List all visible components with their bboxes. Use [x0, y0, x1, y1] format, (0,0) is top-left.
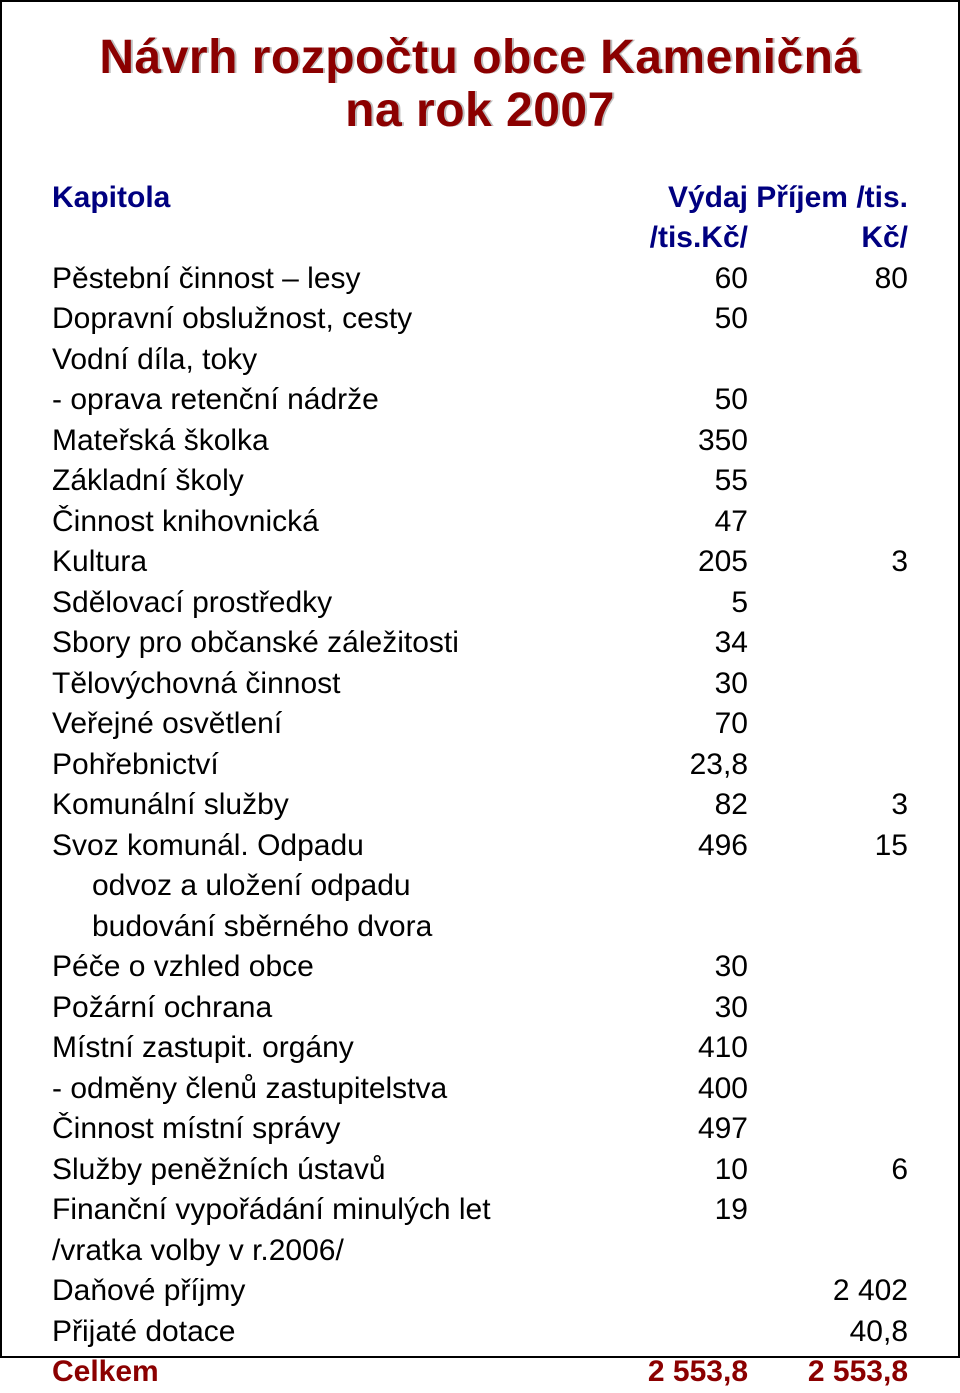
row-label: Přijaté dotace	[52, 1312, 598, 1353]
row-expense: 350	[598, 421, 748, 462]
row-expense: 70	[598, 704, 748, 745]
row-expense: 205	[598, 542, 748, 583]
table-row: /vratka volby v r.2006/	[52, 1231, 908, 1272]
row-expense: 47	[598, 502, 748, 543]
row-income: 3	[748, 542, 908, 583]
total-income: 2 553,8	[748, 1352, 908, 1393]
row-label: Dopravní obslužnost, cesty	[52, 299, 598, 340]
row-label: Sdělovací prostředky	[52, 583, 598, 624]
row-label: Kultura	[52, 542, 598, 583]
table-row: Sbory pro občanské záležitosti34	[52, 623, 908, 664]
row-expense: 30	[598, 988, 748, 1029]
table-total-row: Celkem 2 553,8 2 553,8	[52, 1352, 908, 1393]
row-income: 6	[748, 1150, 908, 1191]
row-income: 40,8	[748, 1312, 908, 1353]
header-label: Kapitola	[52, 178, 598, 219]
budget-table: Kapitola Výdaj /tis.Kč/ Příjem /tis. Kč/…	[52, 178, 908, 1393]
row-expense: 50	[598, 380, 748, 421]
row-label: Komunální služby	[52, 785, 598, 826]
row-label: Základní školy	[52, 461, 598, 502]
table-row: Základní školy55	[52, 461, 908, 502]
row-expense: 400	[598, 1069, 748, 1110]
row-label: Činnost knihovnická	[52, 502, 598, 543]
title-line-1: Návrh rozpočtu obce Kameničná	[52, 32, 908, 85]
table-row: Tělovýchovná činnost30	[52, 664, 908, 705]
document-title: Návrh rozpočtu obce Kameničná na rok 200…	[52, 32, 908, 138]
table-row: Finanční vypořádání minulých let19	[52, 1190, 908, 1231]
row-expense: 30	[598, 664, 748, 705]
row-income: 15	[748, 826, 908, 867]
table-row: Dopravní obslužnost, cesty50	[52, 299, 908, 340]
table-row: Místní zastupit. orgány410	[52, 1028, 908, 1069]
total-label: Celkem	[52, 1352, 598, 1393]
row-label: Činnost místní správy	[52, 1109, 598, 1150]
row-expense: 82	[598, 785, 748, 826]
row-expense: 60	[598, 259, 748, 300]
table-row: Sdělovací prostředky5	[52, 583, 908, 624]
header-col-income: Příjem /tis. Kč/	[748, 178, 908, 259]
table-row: - oprava retenční nádrže50	[52, 380, 908, 421]
table-row: Činnost místní správy497	[52, 1109, 908, 1150]
row-label: budování sběrného dvora	[52, 907, 598, 948]
table-row: Veřejné osvětlení70	[52, 704, 908, 745]
row-label: Sbory pro občanské záležitosti	[52, 623, 598, 664]
table-row: Komunální služby823	[52, 785, 908, 826]
row-label: Služby peněžních ústavů	[52, 1150, 598, 1191]
row-expense: 30	[598, 947, 748, 988]
row-label: - oprava retenční nádrže	[52, 380, 598, 421]
table-header-row: Kapitola Výdaj /tis.Kč/ Příjem /tis. Kč/	[52, 178, 908, 259]
table-row: Činnost knihovnická47	[52, 502, 908, 543]
row-label: Požární ochrana	[52, 988, 598, 1029]
row-label: Daňové příjmy	[52, 1271, 598, 1312]
table-row: - odměny členů zastupitelstva400	[52, 1069, 908, 1110]
total-expense: 2 553,8	[598, 1352, 748, 1393]
row-label: Veřejné osvětlení	[52, 704, 598, 745]
row-expense: 23,8	[598, 745, 748, 786]
row-expense: 19	[598, 1190, 748, 1231]
row-label: odvoz a uložení odpadu	[52, 866, 598, 907]
title-line-2: na rok 2007	[52, 85, 908, 138]
row-income: 80	[748, 259, 908, 300]
table-row: Svoz komunál. Odpadu49615	[52, 826, 908, 867]
row-expense: 410	[598, 1028, 748, 1069]
document-page: Návrh rozpočtu obce Kameničná na rok 200…	[0, 0, 960, 1358]
table-row: Kultura2053	[52, 542, 908, 583]
header-col-expense: Výdaj /tis.Kč/	[598, 178, 748, 259]
table-row: Pohřebnictví23,8	[52, 745, 908, 786]
table-row: Péče o vzhled obce30	[52, 947, 908, 988]
row-label: /vratka volby v r.2006/	[52, 1231, 598, 1272]
table-row: Mateřská školka350	[52, 421, 908, 462]
row-label: Svoz komunál. Odpadu	[52, 826, 598, 867]
table-row: Požární ochrana30	[52, 988, 908, 1029]
row-expense: 497	[598, 1109, 748, 1150]
row-label: Mateřská školka	[52, 421, 598, 462]
row-label: Vodní díla, toky	[52, 340, 598, 381]
row-income: 3	[748, 785, 908, 826]
table-row: Přijaté dotace 40,8	[52, 1312, 908, 1353]
row-label: - odměny členů zastupitelstva	[52, 1069, 598, 1110]
row-expense: 34	[598, 623, 748, 664]
table-row: odvoz a uložení odpadu	[52, 866, 908, 907]
row-label: Finanční vypořádání minulých let	[52, 1190, 598, 1231]
row-expense: 10	[598, 1150, 748, 1191]
table-row: Daňové příjmy 2 402	[52, 1271, 908, 1312]
table-row: Pěstební činnost – lesy6080	[52, 259, 908, 300]
row-expense: 496	[598, 826, 748, 867]
row-expense: 50	[598, 299, 748, 340]
row-label: Tělovýchovná činnost	[52, 664, 598, 705]
table-body: Pěstební činnost – lesy6080Dopravní obsl…	[52, 259, 908, 1353]
row-expense: 5	[598, 583, 748, 624]
row-income: 2 402	[748, 1271, 908, 1312]
row-expense: 55	[598, 461, 748, 502]
row-label: Pohřebnictví	[52, 745, 598, 786]
table-row: Vodní díla, toky	[52, 340, 908, 381]
table-row: budování sběrného dvora	[52, 907, 908, 948]
row-label: Péče o vzhled obce	[52, 947, 598, 988]
table-row: Služby peněžních ústavů106	[52, 1150, 908, 1191]
row-label: Místní zastupit. orgány	[52, 1028, 598, 1069]
row-label: Pěstební činnost – lesy	[52, 259, 598, 300]
